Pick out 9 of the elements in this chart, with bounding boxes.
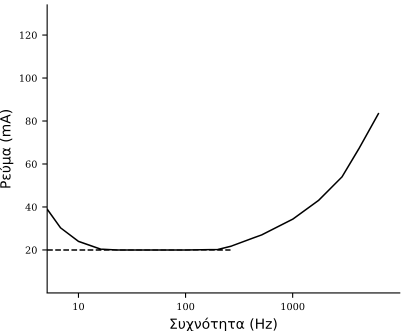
x-tick-label: 1000 [281,302,304,310]
y-tick-label: 80 [26,117,37,125]
y-tick-label: 60 [26,160,37,168]
x-tick-label: 10 [73,302,84,310]
y-tick-label: 20 [26,246,37,254]
y-tick-label: 40 [25,203,37,211]
x-tick-label: 100 [177,302,194,310]
y-tick-label: 120 [20,32,37,39]
y-tick-label: 100 [20,74,37,82]
